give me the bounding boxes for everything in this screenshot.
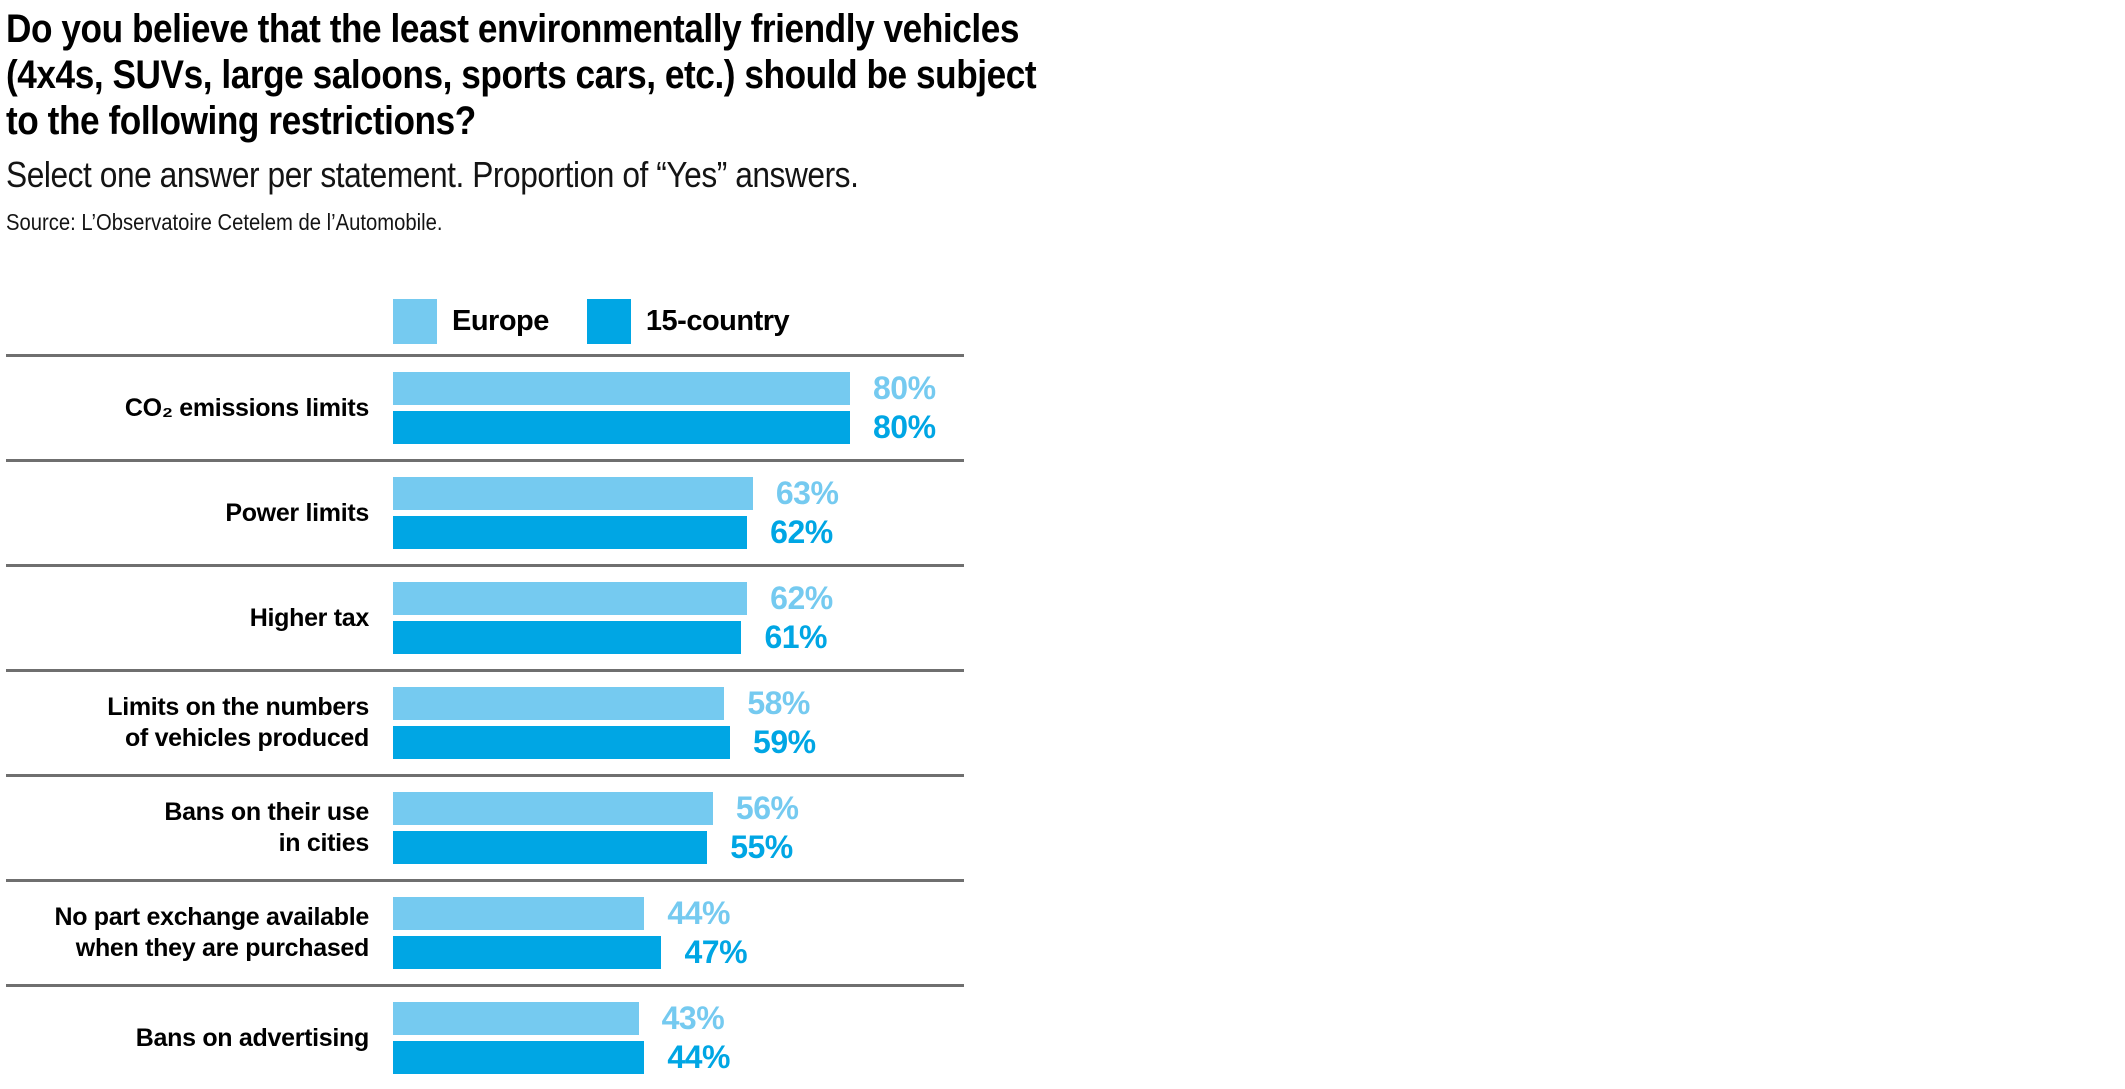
- bar-line: 59%: [393, 724, 964, 760]
- bar-line: 47%: [393, 934, 964, 970]
- bar-value-label: 47%: [684, 934, 748, 970]
- bar-15-country: [393, 516, 748, 549]
- bar-value-label: 62%: [770, 514, 833, 550]
- page-title: Do you believe that the least environmen…: [6, 6, 1871, 144]
- bar-europe: [393, 477, 753, 510]
- bar-line: 55%: [393, 829, 964, 865]
- bar-value-label: 59%: [753, 724, 816, 760]
- chart-row: Bans on advertising 43% 44%: [6, 984, 964, 1089]
- legend-item: 15-country: [586, 298, 790, 344]
- row-bars: 62% 61%: [393, 580, 964, 655]
- row-bars: 44% 47%: [393, 895, 964, 970]
- bar-value-label: 61%: [764, 619, 827, 655]
- chart-subtitle: Select one answer per statement. Proport…: [6, 154, 859, 195]
- chart-row: Power limits 63% 62%: [6, 459, 964, 564]
- bar-value-label: 62%: [770, 580, 833, 616]
- bar-line: 58%: [393, 685, 964, 721]
- bar-europe: [393, 687, 725, 720]
- chart-row: Higher tax 62% 61%: [6, 564, 964, 669]
- bar-value-label: 58%: [747, 685, 810, 721]
- page-title-line-2: (4x4s, SUVs, large saloons, sports cars,…: [6, 53, 1037, 97]
- bar-15-country: [393, 411, 850, 444]
- legend-swatch-icon: [586, 298, 631, 344]
- row-label: CO₂ emissions limits: [124, 393, 369, 422]
- bar-value-label: 80%: [873, 409, 936, 445]
- row-label: Bans on their use in cities: [164, 798, 369, 857]
- legend-swatch-icon: [393, 298, 437, 344]
- bar-value-label: 43%: [661, 1000, 725, 1036]
- bar-line: 80%: [393, 370, 964, 406]
- legend-label: Europe: [452, 304, 549, 337]
- bar-line: 63%: [393, 475, 964, 511]
- bar-value-label: 63%: [775, 475, 839, 511]
- row-label: Power limits: [225, 498, 369, 527]
- bar-15-country: [393, 831, 708, 864]
- chart-legend: Europe 15-country: [6, 288, 964, 354]
- bar-europe: [393, 897, 645, 930]
- row-label: Limits on the numbers of vehicles produc…: [107, 693, 369, 752]
- source-note: Source: L’Observatoire Cetelem de l’Auto…: [6, 209, 443, 235]
- bar-line: 62%: [393, 514, 964, 550]
- chart-row: CO₂ emissions limits 80% 80%: [6, 354, 964, 459]
- bar-europe: [393, 1002, 639, 1035]
- bar-value-label: 55%: [730, 829, 793, 865]
- chart-row: Limits on the numbers of vehicles produc…: [6, 669, 964, 774]
- chart-row: No part exchange available when they are…: [6, 879, 964, 984]
- grouped-bar-chart: Europe 15-country CO₂ emissions limits 80%…: [6, 288, 964, 1089]
- bar-line: 61%: [393, 619, 964, 655]
- bar-15-country: [393, 1041, 645, 1074]
- page-title-line-1: Do you believe that the least environmen…: [6, 7, 1019, 51]
- row-label: Higher tax: [249, 603, 370, 632]
- row-label: Bans on advertising: [135, 1023, 370, 1052]
- bar-europe: [393, 792, 713, 825]
- bar-europe: [393, 582, 748, 615]
- bar-15-country: [393, 726, 731, 759]
- row-bars: 43% 44%: [393, 1000, 964, 1075]
- row-bars: 56% 55%: [393, 790, 964, 865]
- bar-value-label: 44%: [667, 895, 730, 931]
- legend-item: Europe: [393, 298, 549, 344]
- bar-line: 80%: [393, 409, 964, 445]
- page-title-line-3: to the following restrictions?: [6, 99, 476, 143]
- bar-line: 62%: [393, 580, 964, 616]
- bar-line: 43%: [393, 1000, 964, 1036]
- bar-line: 44%: [393, 895, 964, 931]
- row-bars: 63% 62%: [393, 475, 964, 550]
- chart-rows: CO₂ emissions limits 80% 80% Power limits 63…: [6, 354, 964, 1089]
- row-label: No part exchange available when they are…: [54, 903, 369, 962]
- bar-line: 56%: [393, 790, 964, 826]
- bar-line: 44%: [393, 1039, 964, 1075]
- row-bars: 58% 59%: [393, 685, 964, 760]
- bar-value-label: 44%: [667, 1039, 730, 1075]
- chart-header: Do you believe that the least environmen…: [6, 6, 1871, 236]
- bar-value-label: 56%: [735, 790, 799, 826]
- row-bars: 80% 80%: [393, 370, 964, 445]
- chart-row: Bans on their use in cities 56% 55%: [6, 774, 964, 879]
- bar-europe: [393, 372, 850, 405]
- bar-15-country: [393, 621, 742, 654]
- bar-value-label: 80%: [873, 370, 936, 406]
- bar-15-country: [393, 936, 662, 969]
- legend-label: 15-country: [645, 304, 790, 337]
